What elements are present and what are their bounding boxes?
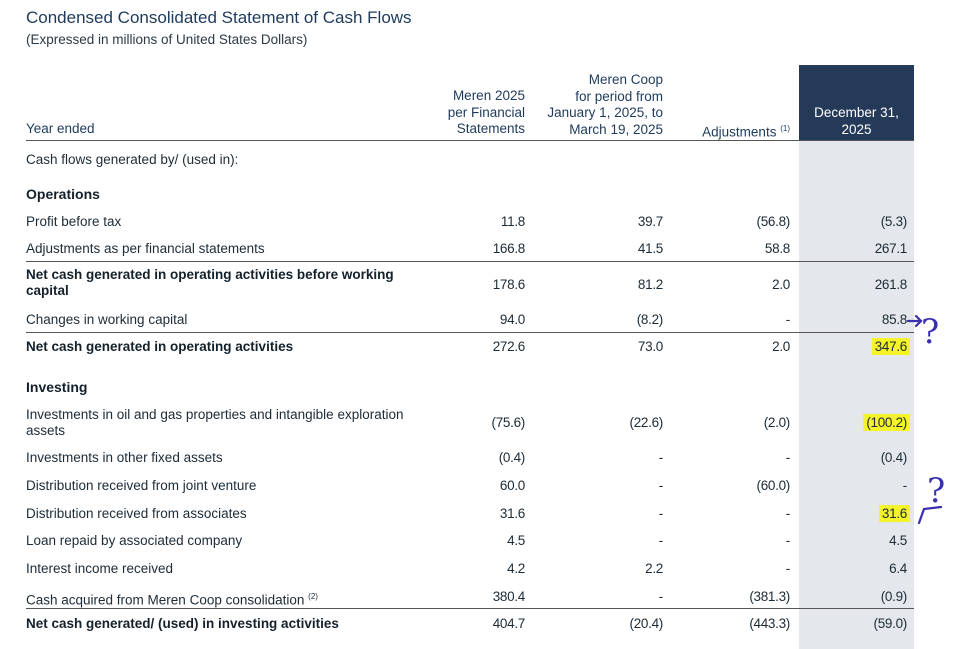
value-col1: 4.5 [507,533,525,548]
value-col4: 6.4 [889,561,907,576]
highlighted-value: (100.2) [863,414,910,431]
row-label: Net cash generated/ (used) in investing … [26,616,339,631]
value-col2: (20.4) [629,616,664,631]
value-col4: 85.8 [881,312,907,327]
header-adjustments: Adjustments (1) [702,121,790,141]
row-label: Profit before tax [26,214,122,229]
value-col3: - [785,561,791,576]
value-col1: (0.4) [498,450,526,465]
value-col3: - [785,312,791,327]
value-col2: - [658,533,664,548]
value-col2: 41.5 [637,241,663,256]
value-col2: 2.2 [645,561,663,576]
value-col4: 31.6 [878,505,910,522]
value-col4: 347.6 [871,338,910,355]
page-title: Condensed Consolidated Statement of Cash… [26,8,412,27]
value-col2: - [658,506,664,521]
value-col2: (22.6) [629,415,664,430]
page-subtitle: (Expressed in millions of United States … [26,32,308,47]
value-col4: - [902,478,908,493]
value-col1: 60.0 [499,478,525,493]
header-rule [26,140,914,141]
value-col4: 261.8 [874,277,908,292]
value-col3: 2.0 [772,277,790,292]
intro-text: Cash flows generated by/ (used in): [26,152,239,167]
value-col1: 178.6 [492,277,526,292]
value-col4: 4.5 [889,533,907,548]
value-col1: 272.6 [492,339,526,354]
value-col2: - [658,478,664,493]
value-col2: (8.2) [636,312,664,327]
row-label: Investments in other fixed assets [26,450,223,465]
value-col3: 2.0 [772,339,790,354]
arrow-icon [906,314,943,525]
value-col4: 267.1 [874,241,908,256]
row-label: Adjustments as per financial statements [26,241,265,256]
value-col2: 39.7 [637,214,663,229]
rule-before-net-before-wc [26,261,914,262]
total-column-shading [799,65,914,649]
row-label: Changes in working capital [26,312,188,327]
value-col3: (381.3) [749,589,790,604]
rule-before-net-investing [26,608,914,609]
value-col4: (5.3) [880,214,908,229]
row-label: Net cash generated in operating activiti… [26,339,294,354]
row-label-text: Cash acquired from Meren Coop consolidat… [26,592,305,608]
header-adjustments-label: Adjustments [702,124,777,140]
highlighted-value: 347.6 [871,338,910,355]
value-col4: (100.2) [863,414,910,431]
section-operations: Operations [26,186,100,202]
total-column-header-box [799,65,914,141]
value-col4: (0.4) [880,450,908,465]
value-col3: 58.8 [764,241,790,256]
value-col1: 11.8 [500,214,525,229]
value-col1: 31.6 [499,506,525,521]
value-col2: - [658,450,664,465]
row-label: Investments in oil and gas properties an… [26,407,404,438]
value-col1: 380.4 [492,589,526,604]
value-col3: - [785,450,791,465]
value-col1: 4.2 [507,561,525,576]
row-label: Net cash generated in operating activiti… [26,267,394,298]
value-col3: - [785,533,791,548]
value-col3: - [785,506,791,521]
header-december-2025: December 31, 2025 [814,105,899,137]
value-col1: 94.0 [499,312,525,327]
value-col3: (60.0) [756,478,791,493]
header-meren-coop: Meren Coop for period from January 1, 20… [547,72,663,137]
section-investing: Investing [26,379,88,395]
question-mark-2: ? [927,471,945,511]
rule-before-net-operating [26,332,914,333]
value-col3: (2.0) [763,415,791,430]
question-mark-1: ? [921,312,939,352]
row-label: Interest income received [26,561,174,576]
value-col1: (75.6) [491,415,526,430]
row-label-note: (2) [308,592,318,601]
row-label: Cash acquired from Meren Coop consolidat… [26,589,416,609]
value-col1: 404.7 [492,616,526,631]
highlighted-value: 31.6 [878,505,910,522]
header-meren-2025: Meren 2025 per Financial Statements [447,88,525,136]
header-adjustments-note: (1) [780,124,790,133]
value-col2: 81.2 [637,277,663,292]
header-year-ended: Year ended [26,121,95,136]
value-col3: (56.8) [756,214,791,229]
value-col2: 73.0 [637,339,663,354]
value-col4: (59.0) [873,616,908,631]
row-label: Distribution received from joint venture [26,478,257,493]
value-col4: (0.9) [880,589,908,604]
value-col3: (443.3) [749,616,790,631]
row-label: Distribution received from associates [26,506,247,521]
row-label: Loan repaid by associated company [26,533,243,548]
value-col1: 166.8 [492,241,526,256]
value-col2: - [658,589,664,604]
